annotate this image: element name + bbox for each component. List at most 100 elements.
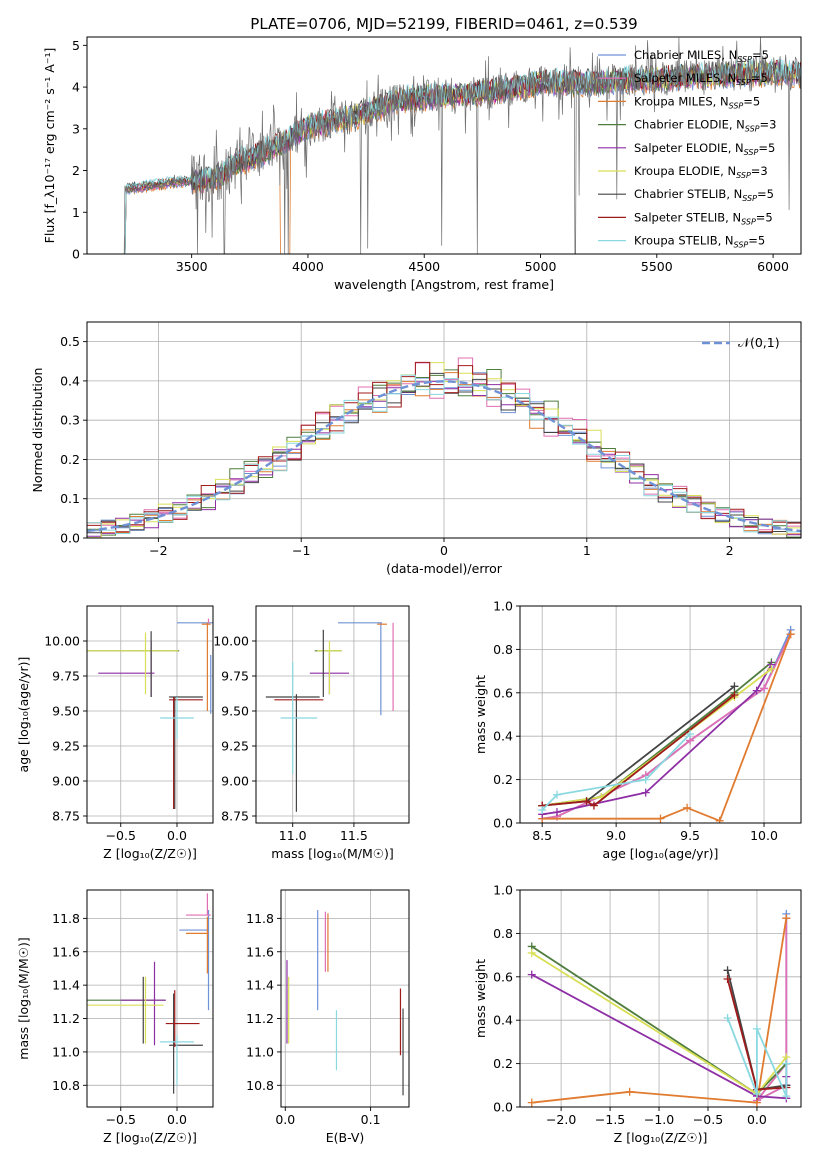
x-tick-label: 0.0 bbox=[747, 1112, 767, 1127]
chart-weight_vs_z: −2.0 −1.5 −1.0 −0.5 0.0 0.0 0.2 0.4 0.6 0.8 1.0 Z [… bbox=[473, 883, 802, 1145]
y-tick-label: 0.0 bbox=[493, 816, 513, 831]
series-line bbox=[542, 633, 792, 822]
y-tick-label: 10.8 bbox=[246, 1078, 274, 1093]
y-tick-label: 11.2 bbox=[52, 1011, 80, 1026]
chart-age_vs_mass: 11.0 11.5 8.75 9.00 9.25 9.50 9.75 10.00 mass [l… bbox=[213, 605, 410, 861]
y-tick-label: 0.8 bbox=[493, 642, 513, 657]
y-tick-label: 0.0 bbox=[60, 531, 80, 546]
series-point bbox=[782, 1059, 791, 1068]
y-axis-label: mass weight bbox=[473, 959, 488, 1038]
axes-border bbox=[86, 36, 802, 255]
axes-border bbox=[255, 605, 410, 824]
legend-label-sub: SSP bbox=[736, 171, 751, 180]
y-tick-label: 10.8 bbox=[52, 1078, 80, 1093]
x-tick-label: 0.0 bbox=[275, 1112, 295, 1127]
series-point bbox=[686, 730, 695, 739]
series-line bbox=[542, 668, 772, 807]
legend-label: Chabrier MILES, NSSP=5 bbox=[634, 48, 769, 64]
y-tick-label: 0.4 bbox=[60, 373, 80, 388]
legend-label-text: Kroupa ELODIE, N bbox=[634, 164, 736, 178]
legend-label-sub: SSP bbox=[744, 148, 759, 157]
legend-label: Salpeter ELODIE, NSSP=5 bbox=[634, 141, 775, 157]
y-tick-label: 5 bbox=[72, 38, 80, 53]
x-axis-label: wavelength [Angstrom, rest frame] bbox=[334, 277, 554, 292]
plot-area bbox=[87, 357, 801, 538]
y-axis-label: Normed distribution bbox=[30, 368, 45, 493]
series-point bbox=[641, 788, 650, 797]
residual-legend: 𝒩(0,1) bbox=[702, 335, 780, 350]
x-tick-label: 9.0 bbox=[606, 828, 626, 843]
series-point bbox=[538, 805, 547, 814]
x-tick-label: 0.0 bbox=[167, 828, 187, 843]
series-point bbox=[527, 970, 536, 979]
y-tick-label: 9.25 bbox=[221, 739, 249, 754]
y-tick-label: 0.8 bbox=[493, 926, 513, 941]
series-point bbox=[715, 816, 724, 823]
grid bbox=[520, 605, 801, 824]
x-axis-label: Z [log₁₀(Z/Z☉)] bbox=[614, 1130, 708, 1145]
legend-label-suffix: =5 bbox=[751, 71, 768, 85]
y-tick-label: 0.2 bbox=[493, 772, 513, 787]
x-tick-label: 4000 bbox=[292, 259, 324, 274]
spectrum-legend: Chabrier MILES, NSSP=5 Salpeter MILES, NS… bbox=[598, 48, 776, 250]
y-tick-label: 1.0 bbox=[493, 599, 513, 614]
legend-label: Chabrier STELIB, NSSP=5 bbox=[634, 187, 774, 203]
series-point bbox=[552, 808, 561, 817]
x-tick-label: −0.5 bbox=[693, 1112, 723, 1127]
x-tick-label: −2 bbox=[149, 543, 167, 558]
x-tick-label: 5500 bbox=[641, 259, 673, 274]
legend-label-text: Chabrier STELIB, N bbox=[634, 187, 742, 201]
series-point bbox=[552, 790, 561, 799]
legend-label-text: Kroupa STELIB, N bbox=[634, 234, 734, 248]
grid bbox=[87, 890, 213, 1107]
y-axis-label: mass [log₁₀(M/M☉)] bbox=[16, 937, 31, 1059]
y-tick-label: 4 bbox=[72, 80, 80, 95]
axes-frame: 8.5 9.0 9.5 10.0 0.0 0.2 0.4 0.6 0.8 1.0 age [log₁… bbox=[473, 599, 802, 861]
plot-area bbox=[286, 910, 404, 1096]
axes-border bbox=[86, 889, 214, 1108]
y-tick-label: 11.6 bbox=[52, 944, 80, 959]
series-point bbox=[582, 797, 591, 806]
y-tick-label: 3 bbox=[72, 121, 80, 136]
series-point bbox=[760, 684, 769, 693]
y-tick-label: 9.75 bbox=[221, 669, 249, 684]
series-point bbox=[752, 1089, 761, 1098]
figure-title: PLATE=0706, MJD=52199, FIBERID=0461, z=0… bbox=[250, 15, 637, 33]
legend-label-sub: SSP bbox=[741, 217, 756, 226]
legend-label: Salpeter MILES, NSSP=5 bbox=[634, 71, 768, 87]
y-tick-label: 0.4 bbox=[493, 729, 513, 744]
series-kroupa_miles bbox=[538, 630, 795, 823]
series-kroupa_stelib bbox=[723, 1014, 791, 1101]
y-tick-label: 11.4 bbox=[52, 978, 80, 993]
plot-area bbox=[265, 622, 394, 812]
chart-mass_vs_ebv: 0.0 0.1 10.8 11.0 11.2 11.4 11.6 11.8 E(B-V) bbox=[246, 889, 410, 1145]
plot-area bbox=[87, 618, 213, 809]
y-tick-label: 0.6 bbox=[493, 685, 513, 700]
y-tick-label: 10.00 bbox=[44, 634, 80, 649]
series-line bbox=[756, 918, 788, 1102]
x-tick-label: 11.0 bbox=[279, 828, 307, 843]
axes-border bbox=[519, 889, 802, 1108]
axes-frame: 0.0 0.1 10.8 11.0 11.2 11.4 11.6 11.8 E(B-V) bbox=[246, 889, 410, 1145]
legend-item-salpeter_elodie: Salpeter ELODIE, NSSP=5 bbox=[598, 141, 775, 157]
y-tick-label: 0 bbox=[72, 247, 80, 262]
series-kroupa_stelib bbox=[538, 730, 695, 814]
grid bbox=[256, 606, 409, 823]
legend-label-sub: SSP bbox=[729, 101, 744, 110]
legend-item-salpeter_stelib: Salpeter STELIB, NSSP=5 bbox=[598, 210, 773, 226]
y-tick-label: 11.0 bbox=[52, 1044, 80, 1059]
series-point bbox=[589, 801, 598, 810]
legend-label-suffix: =5 bbox=[757, 187, 774, 201]
series-kroupa_miles bbox=[527, 914, 791, 1107]
axes-frame: −2 −1 0 1 2 0.0 0.1 0.2 0.3 0.4 0.5 (data-model)/er… bbox=[30, 321, 802, 576]
legend-label: Chabrier ELODIE, NSSP=3 bbox=[634, 118, 776, 134]
x-tick-label: −1.5 bbox=[595, 1112, 625, 1127]
axes-frame: −0.5 0.0 8.75 9.00 9.25 9.50 9.75 10.00 Z [log₁₀… bbox=[16, 605, 214, 861]
legend-label-sub: SSP bbox=[736, 78, 751, 87]
y-tick-label: 0.0 bbox=[493, 1100, 513, 1115]
y-axis-label: mass weight bbox=[473, 675, 488, 754]
y-tick-label: 0.1 bbox=[60, 491, 80, 506]
x-tick-label: 5000 bbox=[525, 259, 557, 274]
y-tick-label: 0.4 bbox=[493, 1013, 513, 1028]
